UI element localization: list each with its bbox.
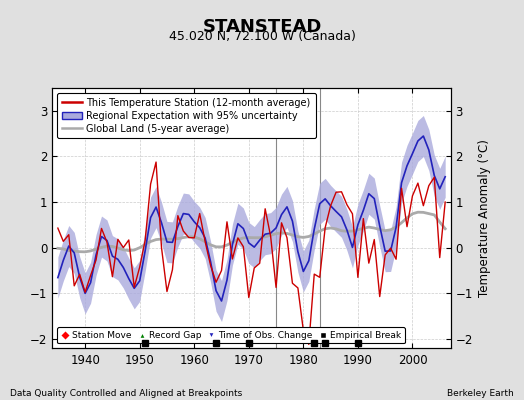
Text: Berkeley Earth: Berkeley Earth (447, 389, 514, 398)
Legend: Station Move, Record Gap, Time of Obs. Change, Empirical Break: Station Move, Record Gap, Time of Obs. C… (57, 327, 405, 344)
Text: Data Quality Controlled and Aligned at Breakpoints: Data Quality Controlled and Aligned at B… (10, 389, 243, 398)
Text: 45.020 N, 72.100 W (Canada): 45.020 N, 72.100 W (Canada) (169, 30, 355, 43)
Text: STANSTEAD: STANSTEAD (202, 18, 322, 36)
Y-axis label: Temperature Anomaly (°C): Temperature Anomaly (°C) (478, 139, 492, 297)
